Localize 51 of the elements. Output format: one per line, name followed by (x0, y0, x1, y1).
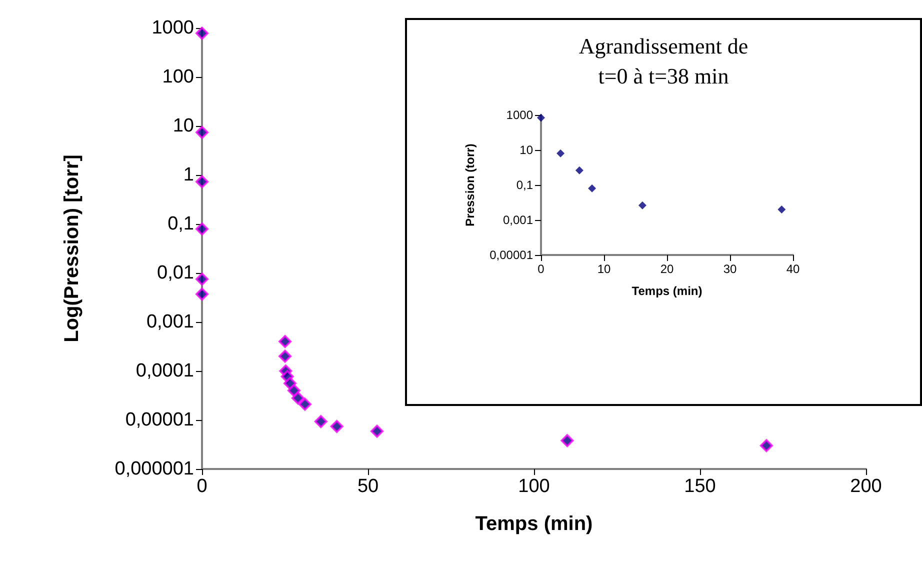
y-tick-label: 100 (162, 66, 194, 88)
point (298, 398, 312, 411)
point (278, 350, 292, 363)
x-tick-label: 30 (723, 262, 737, 276)
point (778, 205, 786, 214)
point (278, 335, 292, 348)
point (196, 175, 208, 188)
x-tick-label: 0 (196, 476, 208, 497)
x-tick-label: 50 (357, 476, 379, 497)
point (537, 114, 545, 122)
point (314, 415, 328, 428)
x-tick-label: 0 (538, 262, 545, 276)
point (556, 149, 565, 158)
point (196, 222, 208, 236)
point (760, 439, 773, 452)
x-axis-title: Temps (min) (475, 513, 593, 535)
x-tick-label: 20 (660, 262, 674, 276)
point (370, 424, 384, 438)
y-tick-label: 0,001 (146, 312, 194, 332)
y-tick-label: 0,01 (157, 262, 194, 284)
x-tick-label: 150 (684, 476, 716, 497)
point (330, 420, 344, 433)
y-tick-label: 1000 (152, 18, 194, 38)
y-tick-label: 10 (520, 143, 534, 157)
y-tick-label: 0,001 (502, 213, 534, 227)
y-tick-label: 0,00001 (125, 410, 194, 430)
y-tick-label: 0,00001 (490, 248, 534, 262)
chart-title: Agrandissement de t=0 à t=38 min (578, 34, 748, 88)
y-axis-title: Pression (torr) (463, 144, 477, 226)
point (196, 26, 208, 40)
point (196, 288, 208, 301)
x-tick-label: 10 (597, 262, 611, 276)
point (291, 392, 304, 405)
y-axis-title: Log(Pression) [torr] (61, 154, 83, 342)
x-tick-label: 40 (786, 262, 800, 276)
point (560, 434, 574, 448)
point (588, 184, 596, 192)
y-tick-label: 0,0001 (136, 360, 194, 382)
point (283, 376, 296, 390)
y-tick-label: 0,1 (168, 214, 194, 234)
x-axis-title: Temps (min) (632, 284, 702, 298)
x-tick-label: 200 (850, 476, 882, 497)
point (638, 201, 646, 210)
point (196, 272, 208, 286)
point (575, 166, 584, 174)
y-tick-label: 0,1 (516, 178, 534, 192)
y-tick-label: 0,000001 (114, 458, 194, 480)
y-tick-label: 10 (172, 116, 194, 136)
y-tick-label: 1000 (506, 108, 534, 122)
y-tick-label: 1 (183, 164, 194, 186)
point (196, 126, 208, 139)
